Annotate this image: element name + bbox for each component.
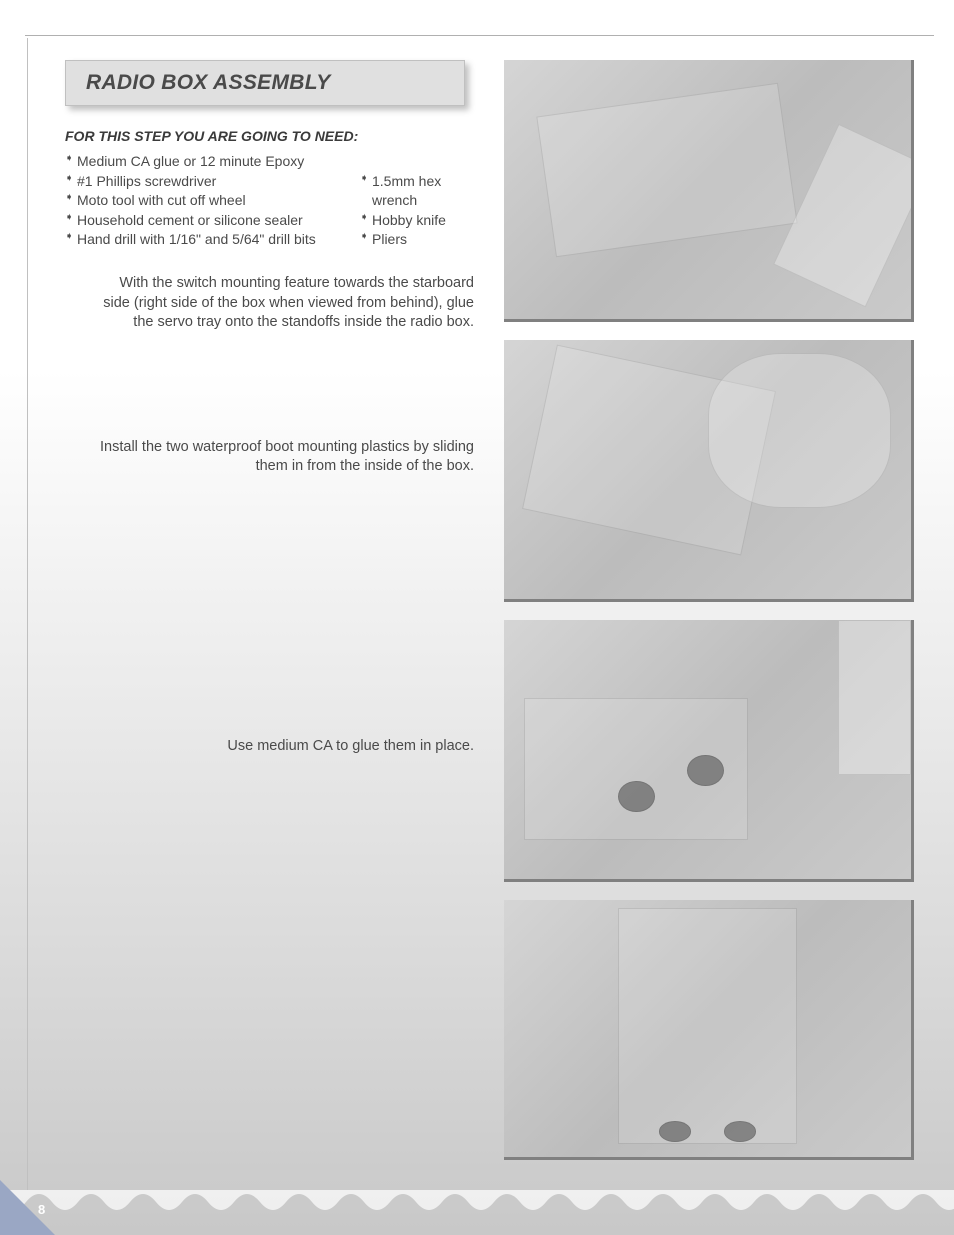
step-block: With the switch mounting feature towards…	[65, 274, 474, 333]
left-margin-line	[27, 38, 28, 1190]
section-title-bar: RADIO BOX ASSEMBLY	[65, 60, 465, 106]
material-item: Household cement or silicone sealer	[65, 211, 360, 231]
assembly-photo-4	[504, 900, 914, 1160]
top-rule	[25, 35, 934, 36]
left-column: RADIO BOX ASSEMBLY FOR THIS STEP YOU ARE…	[20, 60, 484, 1160]
material-item: 1.5mm hex wrench	[360, 172, 474, 211]
materials-col-left: #1 Phillips screwdriver Moto tool with c…	[65, 172, 360, 250]
wave-border	[0, 1190, 954, 1220]
two-column-layout: RADIO BOX ASSEMBLY FOR THIS STEP YOU ARE…	[20, 60, 934, 1160]
wave-svg	[0, 1190, 954, 1220]
materials-col-right: 1.5mm hex wrench Hobby knife Pliers	[360, 172, 474, 250]
materials-row: #1 Phillips screwdriver Moto tool with c…	[65, 172, 474, 250]
step-block: Use medium CA to glue them in place.	[65, 737, 474, 757]
page-number: 8	[38, 1202, 45, 1217]
materials-list: Medium CA glue or 12 minute Epoxy #1 Phi…	[65, 152, 474, 250]
page-container: RADIO BOX ASSEMBLY FOR THIS STEP YOU ARE…	[0, 0, 954, 1235]
step-text: With the switch mounting feature towards…	[65, 274, 474, 333]
assembly-photo-3	[504, 620, 914, 882]
material-item: Medium CA glue or 12 minute Epoxy	[65, 152, 474, 172]
material-item: Pliers	[360, 230, 474, 250]
needs-heading: FOR THIS STEP YOU ARE GOING TO NEED:	[65, 128, 474, 144]
material-item: Hand drill with 1/16" and 5/64" drill bi…	[65, 230, 360, 250]
step-block: Install the two waterproof boot mounting…	[65, 438, 474, 477]
assembly-photo-2	[504, 340, 914, 602]
section-title: RADIO BOX ASSEMBLY	[86, 71, 444, 95]
step-text: Install the two waterproof boot mounting…	[65, 438, 474, 477]
assembly-photo-1	[504, 60, 914, 322]
wave-path	[0, 1190, 954, 1210]
material-item: #1 Phillips screwdriver	[65, 172, 360, 192]
page-corner-triangle	[0, 1180, 55, 1235]
right-column	[504, 60, 934, 1160]
step-text: Use medium CA to glue them in place.	[65, 737, 474, 757]
material-item: Moto tool with cut off wheel	[65, 191, 360, 211]
material-item: Hobby knife	[360, 211, 474, 231]
